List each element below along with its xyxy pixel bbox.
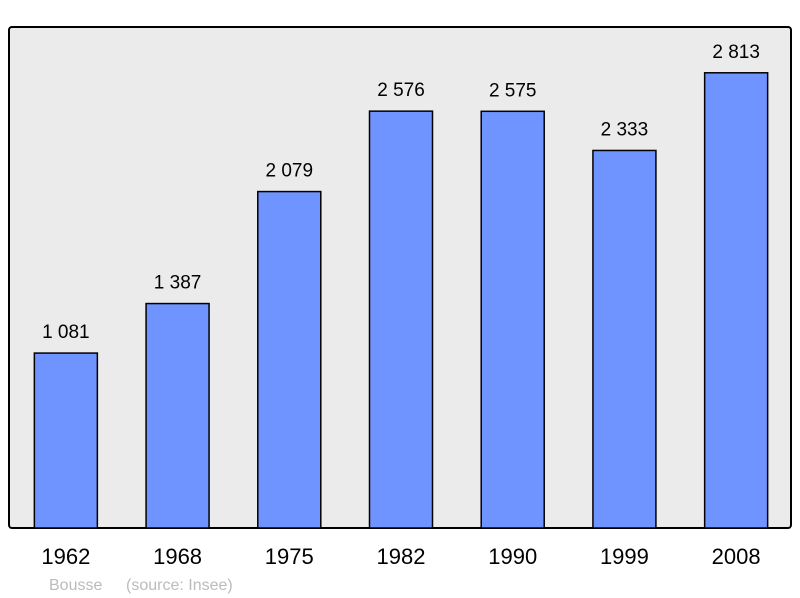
bar-1982	[368, 110, 434, 529]
data-label-1968: 1 387	[154, 273, 202, 294]
data-label-1999: 2 333	[601, 119, 649, 140]
bar-1968	[145, 302, 210, 529]
x-tick-1962: 1962	[41, 544, 90, 569]
bar-1990	[480, 110, 545, 529]
bar-2008	[703, 72, 769, 529]
x-tick-1975: 1975	[265, 544, 314, 569]
data-label-1962: 1 081	[42, 322, 90, 343]
x-tick-2008: 2008	[712, 544, 761, 569]
footer-source: (source: Insee)	[126, 577, 233, 594]
bar-1962	[33, 352, 99, 529]
data-label-1975: 2 079	[266, 161, 314, 182]
bar-1999	[592, 149, 657, 529]
bar-1975	[257, 190, 322, 529]
data-label-1982: 2 576	[377, 80, 425, 101]
data-label-2008: 2 813	[712, 42, 760, 63]
x-tick-1990: 1990	[488, 544, 537, 569]
x-tick-1999: 1999	[600, 544, 649, 569]
footer-commune: Bousse	[49, 577, 102, 594]
data-label-1990: 2 575	[489, 80, 537, 101]
x-tick-1982: 1982	[377, 544, 426, 569]
x-tick-1968: 1968	[153, 544, 202, 569]
